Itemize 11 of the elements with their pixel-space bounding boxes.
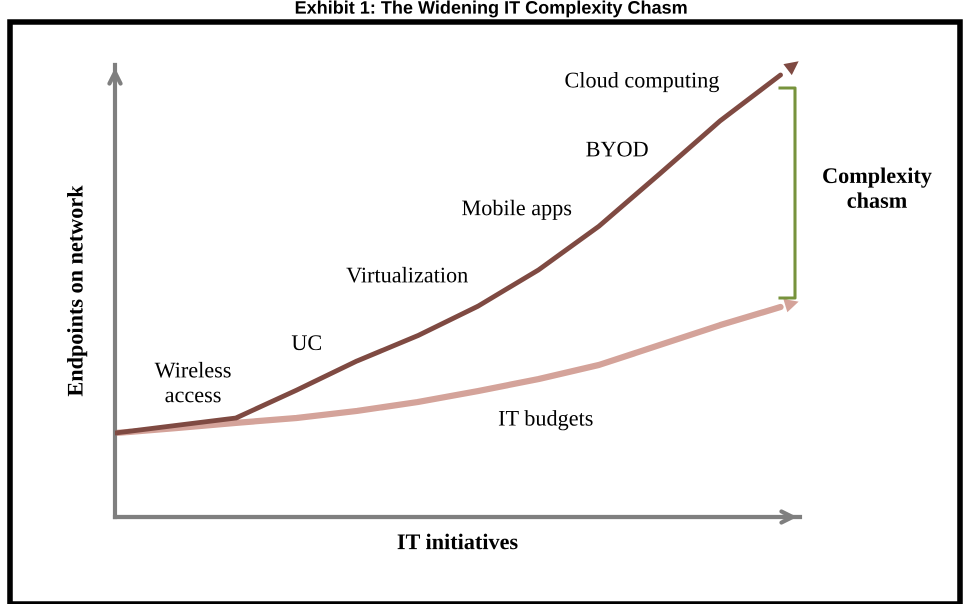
annotation: Cloud computing [565,72,719,92]
annotation: Wireless access [154,362,231,402]
annotation: BYOD [586,142,648,157]
text: Complexity chasm [823,168,932,208]
annotation: UC [292,335,321,350]
annotation: Mobile apps [462,200,572,220]
series-label: IT budgets [498,410,593,430]
x-axis-title: IT initiatives [398,534,518,550]
chart-title: Exhibit 1: The Widening IT Complexity Chasm [296,0,687,18]
y-axis-title: Endpoints on network [67,185,88,396]
annotation: Virtualization [346,266,468,283]
